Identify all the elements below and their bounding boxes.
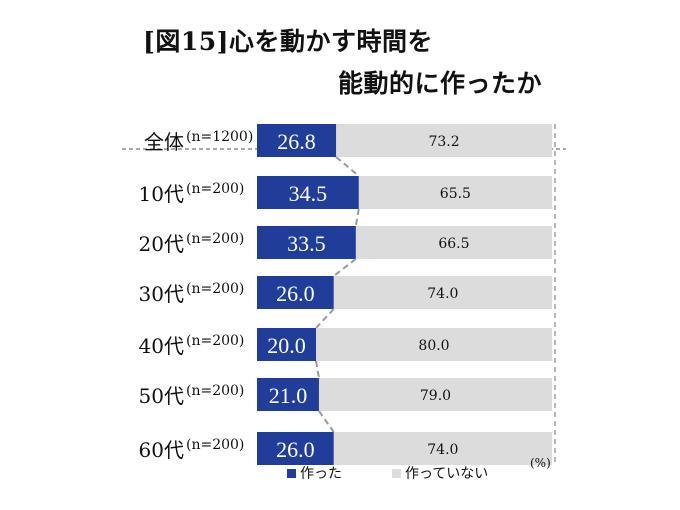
bar-not-made-label: 73.2 [428,134,459,150]
connector-line [335,156,360,177]
bar-not-made [316,328,552,361]
bar-made [257,432,334,465]
bar-made [257,226,356,259]
sample-size-label: (n=200) [186,231,244,247]
category-label: 60代 [139,438,184,462]
sample-size-label: (n=200) [186,181,244,197]
bar-not-made [355,226,552,259]
category-label: 40代 [139,334,184,358]
bar-made [257,378,319,411]
bar-not-made-label: 80.0 [418,338,449,354]
bar-made [257,328,316,361]
bar-made-label: 33.5 [287,231,326,256]
bar-made-label: 26.8 [277,129,316,154]
bar-not-made-label: 74.0 [427,442,458,458]
connector-line [318,410,335,433]
category-label: 20代 [139,232,184,256]
category-label: 全体 [144,130,184,154]
connector-line [315,360,320,379]
bar-not-made [333,276,552,309]
bar-not-made [358,176,552,209]
bar-made [257,276,334,309]
connector-line [354,208,360,227]
bar-made-label: 21.0 [269,383,308,408]
legend-swatch-not-made [392,469,401,478]
unit-label: (%) [530,456,551,470]
bar-not-made [318,378,552,411]
bar-made [257,176,359,209]
sample-size-label: (n=200) [186,437,244,453]
category-label: 10代 [139,182,184,206]
connector-line [333,258,357,277]
bar-not-made-label: 79.0 [420,388,451,404]
bar-not-made-label: 65.5 [440,186,471,202]
bar-not-made [336,124,552,157]
bar-made-label: 34.5 [289,181,328,206]
category-label: 50代 [139,384,184,408]
sample-size-label: (n=200) [186,281,244,297]
chart-title-line-1: [図15]心を動かす時間を [143,27,433,56]
sample-size-label: (n=200) [186,383,244,399]
bar-not-made [333,432,552,465]
category-label: 30代 [139,282,184,306]
sample-size-label: (n=1200) [186,129,253,145]
chart-title-line-2: 能動的に作ったか [338,69,543,98]
legend-label-made: 作った [300,466,342,482]
bar-not-made-label: 66.5 [438,236,469,252]
sample-size-label: (n=200) [186,333,244,349]
bar-not-made-label: 74.0 [427,286,458,302]
legend-swatch-made [287,469,296,478]
bar-made-label: 26.0 [276,281,315,306]
bar-made-label: 20.0 [267,333,306,358]
bar-made [257,124,337,157]
connector-line [315,308,335,329]
legend-label-not-made: 作っていない [405,466,488,482]
bar-made-label: 26.0 [276,437,315,462]
